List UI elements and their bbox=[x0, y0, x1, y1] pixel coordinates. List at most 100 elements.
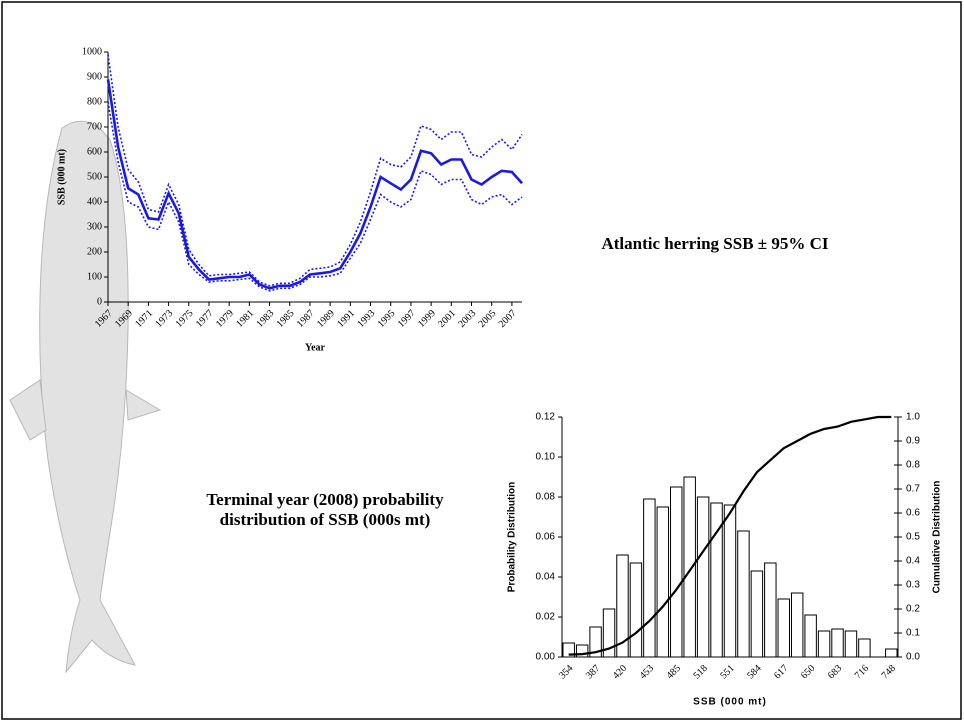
x-tick-label: 1983 bbox=[254, 308, 276, 330]
bar bbox=[885, 648, 898, 658]
bar bbox=[602, 608, 616, 658]
x-tick-label: 1987 bbox=[295, 308, 317, 330]
x-tick-label: 617 bbox=[772, 663, 790, 681]
x-tick-label: 453 bbox=[638, 663, 656, 681]
bar bbox=[656, 506, 670, 658]
y2-tick-label: 0.8 bbox=[906, 460, 920, 471]
y-tick-label: 0.08 bbox=[536, 492, 556, 503]
y-tick-label: 0.12 bbox=[536, 412, 556, 423]
y-tick-label: 500 bbox=[87, 171, 102, 182]
x-tick-label: 551 bbox=[718, 663, 736, 681]
y2-tick-label: 0.9 bbox=[906, 436, 920, 447]
x-axis-title: SSB (000 mt) bbox=[693, 697, 767, 708]
bar bbox=[817, 630, 831, 658]
chart-annotation: Atlantic herring SSB ± 95% CI bbox=[601, 234, 829, 253]
x-tick-label: 1979 bbox=[214, 308, 236, 330]
bar bbox=[710, 502, 723, 658]
x-tick-label: 1985 bbox=[275, 308, 297, 330]
bar bbox=[643, 498, 656, 658]
x-tick-label: 1999 bbox=[416, 308, 438, 330]
y2-tick-label: 0.6 bbox=[906, 508, 920, 519]
bar bbox=[696, 496, 710, 658]
chart-annotation: Terminal year (2008) probability distrib… bbox=[206, 490, 444, 529]
y2-tick-label: 0.2 bbox=[906, 604, 920, 615]
x-tick-label: 354 bbox=[557, 663, 575, 681]
bar bbox=[790, 592, 804, 658]
y-tick-label: 100 bbox=[87, 271, 102, 282]
bar bbox=[750, 570, 764, 658]
y2-tick-label: 0.1 bbox=[906, 628, 920, 639]
x-tick-label: 1981 bbox=[234, 308, 256, 330]
series-line bbox=[107, 54, 523, 287]
bar bbox=[777, 598, 790, 658]
x-tick-label: 1977 bbox=[194, 308, 216, 330]
x-tick-label: 1993 bbox=[355, 308, 377, 330]
cumulative-line bbox=[568, 415, 892, 656]
bar bbox=[589, 626, 602, 658]
x-tick-label: 387 bbox=[584, 663, 602, 681]
bar bbox=[562, 642, 575, 658]
y-axis-title: Probability Distribution bbox=[507, 482, 518, 593]
y-tick-label: 600 bbox=[87, 146, 102, 157]
bar bbox=[683, 476, 696, 658]
y-tick-label: 0.10 bbox=[536, 452, 556, 463]
x-tick-label: 584 bbox=[745, 663, 763, 681]
series-line bbox=[107, 101, 523, 292]
y-tick-label: 200 bbox=[87, 246, 102, 257]
y2-tick-label: 0.3 bbox=[906, 580, 920, 591]
herring-illustration bbox=[9, 120, 162, 674]
y-tick-label: 0.02 bbox=[536, 612, 556, 623]
x-tick-label: 1973 bbox=[153, 308, 175, 330]
x-tick-label: 650 bbox=[799, 663, 817, 681]
bar bbox=[737, 530, 750, 658]
series-line bbox=[106, 79, 523, 290]
y-tick-label: 1000 bbox=[82, 46, 102, 57]
x-tick-label: 1989 bbox=[315, 308, 337, 330]
y-tick-label: 0.00 bbox=[536, 652, 556, 663]
y-tick-label: 300 bbox=[87, 221, 102, 232]
bar bbox=[764, 562, 777, 658]
x-tick-label: 1991 bbox=[335, 308, 357, 330]
y2-tick-label: 0.7 bbox=[906, 484, 920, 495]
bar bbox=[858, 638, 871, 658]
x-tick-label: 518 bbox=[691, 663, 709, 681]
bar bbox=[616, 554, 629, 658]
x-tick-label: 1971 bbox=[133, 308, 155, 330]
x-tick-label: 420 bbox=[611, 663, 629, 681]
bar bbox=[844, 630, 858, 658]
x-tick-label: 2003 bbox=[456, 308, 478, 330]
bar bbox=[804, 614, 817, 658]
bar bbox=[831, 628, 844, 658]
x-tick-label: 716 bbox=[853, 663, 871, 681]
bar bbox=[723, 504, 737, 658]
y2-tick-label: 0.4 bbox=[906, 556, 920, 567]
x-tick-label: 485 bbox=[665, 663, 683, 681]
y-tick-label: 800 bbox=[87, 96, 102, 107]
y-tick-label: 0.06 bbox=[536, 532, 556, 543]
x-tick-label: 1975 bbox=[174, 308, 196, 330]
y-tick-label: 700 bbox=[87, 121, 102, 132]
x-tick-label: 683 bbox=[826, 663, 844, 681]
bar bbox=[575, 644, 589, 658]
x-tick-label: 2007 bbox=[497, 308, 519, 330]
y-tick-label: 0 bbox=[97, 296, 102, 307]
y-tick-label: 400 bbox=[87, 196, 102, 207]
x-tick-label: 748 bbox=[880, 663, 898, 681]
y-tick-label: 0.04 bbox=[536, 572, 556, 583]
y2-tick-label: 0.5 bbox=[906, 532, 920, 543]
y2-tick-label: 0.0 bbox=[906, 652, 920, 663]
x-tick-label: 1997 bbox=[396, 308, 418, 330]
y-tick-label: 900 bbox=[87, 71, 102, 82]
bar bbox=[670, 486, 683, 658]
x-tick-label: 2005 bbox=[477, 308, 499, 330]
bar bbox=[629, 562, 643, 658]
x-tick-label: 2001 bbox=[436, 308, 458, 330]
y2-tick-label: 1.0 bbox=[906, 412, 920, 423]
x-axis-title: Year bbox=[305, 342, 326, 353]
y2-axis-title: Cumulative Distribution bbox=[932, 481, 943, 594]
y-axis-title: SSB (000 mt) bbox=[56, 149, 67, 205]
x-tick-label: 1995 bbox=[376, 308, 398, 330]
